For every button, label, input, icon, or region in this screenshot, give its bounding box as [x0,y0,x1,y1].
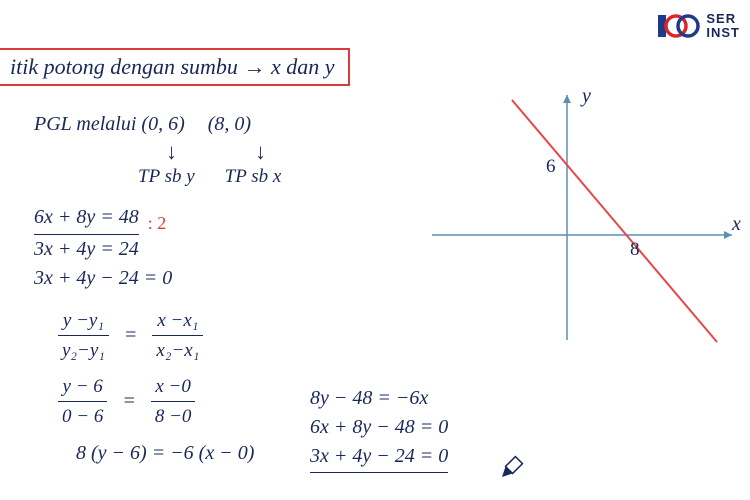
tp-labels: TP sb yTP sb x [138,163,424,191]
logo-mark-icon [658,13,700,39]
derived-equations: 8y − 48 = −6x 6x + 8y − 48 = 0 3x + 4y −… [310,384,448,473]
down-arrows: ↓↓ [166,141,424,163]
pgl-points: PGL melalui (0, 6) (8, 0) [34,110,424,139]
pencil-icon [498,453,526,486]
logo-text: SER INST [706,12,740,41]
coordinate-graph: y x 6 8 [432,80,742,370]
svg-text:x: x [731,213,741,235]
lesson-title: itik potong dengan sumbu → x dan y [0,48,350,86]
brand-logo: SER INST [658,12,740,41]
svg-text:8: 8 [630,239,640,260]
equation-simplification: 6x + 8y = 48 : 2 3x + 4y = 24 3x + 4y − … [34,203,424,293]
svg-text:y: y [580,85,591,107]
svg-text:6: 6 [546,156,556,177]
